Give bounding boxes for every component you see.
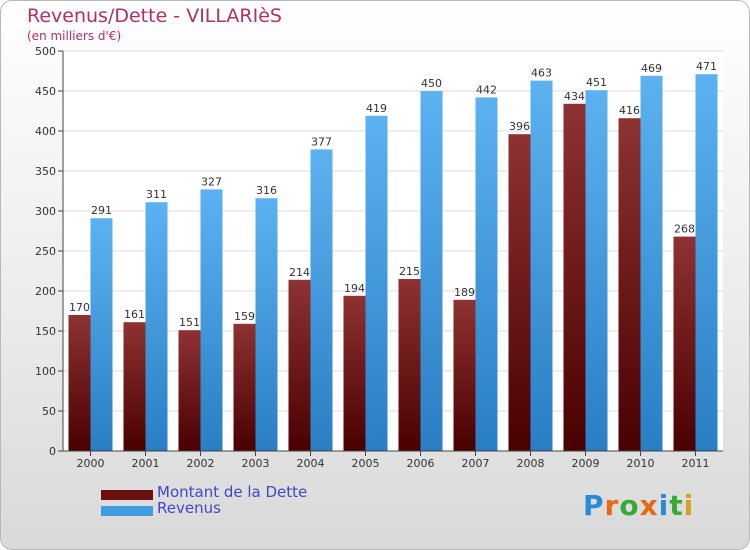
chart-title: Revenus/Dette - VILLARIèS (27, 5, 282, 27)
revenue-bar (640, 75, 663, 452)
logo-letter: i (658, 489, 670, 522)
data-label: 215 (399, 265, 420, 278)
x-tick-label: 2000 (77, 457, 105, 470)
x-tick-label: 2005 (352, 457, 380, 470)
revenue-bar (145, 202, 168, 451)
data-label: 170 (69, 301, 90, 314)
data-label: 159 (234, 310, 255, 323)
y-tick-label: 350 (35, 165, 56, 178)
data-label: 291 (91, 204, 112, 217)
data-label: 434 (564, 90, 585, 103)
logo-letter: t (669, 489, 684, 522)
data-label: 214 (289, 266, 310, 279)
y-tick-label: 400 (35, 125, 56, 138)
debt-bar (343, 295, 366, 451)
debt-bar (673, 236, 696, 451)
x-tick-label: 2004 (297, 457, 325, 470)
y-tick-label: 500 (35, 45, 56, 58)
data-labels: 170 291 161 311 151 327 159 316 214 377 194 419 215 4… (69, 60, 717, 329)
data-label: 450 (421, 77, 442, 90)
data-label: 463 (531, 67, 552, 80)
debt-bar (68, 315, 91, 451)
x-tick-label: 2001 (132, 457, 160, 470)
data-label: 451 (586, 76, 607, 89)
revenue-bar (90, 218, 113, 451)
debt-bar (178, 330, 201, 451)
revenue-bar (475, 97, 498, 452)
data-label: 396 (509, 120, 530, 133)
logo-letter: r (604, 489, 620, 522)
y-tick-label: 150 (35, 325, 56, 338)
debt-bar (508, 134, 531, 451)
proxiti-logo: Proxiti (583, 489, 694, 522)
debt-bar (563, 103, 586, 452)
logo-letter: P (583, 489, 605, 522)
chart-subtitle: (en milliers d'€) (27, 29, 122, 43)
x-tick-label: 2009 (572, 457, 600, 470)
data-label: 442 (476, 83, 497, 96)
x-tick-label: 2003 (242, 457, 270, 470)
logo-letter: x (639, 489, 659, 522)
debt-bar (398, 279, 421, 451)
y-tick-label: 50 (42, 405, 56, 418)
debt-bar (618, 118, 641, 451)
data-label: 377 (311, 135, 332, 148)
revenue-bar (200, 189, 223, 451)
data-label: 416 (619, 104, 640, 117)
legend-swatch-debt (101, 490, 153, 500)
data-label: 189 (454, 286, 475, 299)
x-tick-label: 2006 (407, 457, 435, 470)
revenue-bar (695, 74, 718, 451)
y-tick-label: 450 (35, 85, 56, 98)
grid (63, 50, 723, 412)
debt-bar (123, 322, 146, 451)
revenue-bar (365, 115, 388, 452)
y-tick-label: 300 (35, 205, 56, 218)
bars (68, 74, 718, 452)
data-label: 151 (179, 316, 200, 329)
data-label: 316 (256, 184, 277, 197)
revenue-bar (585, 90, 608, 451)
data-label: 469 (641, 62, 662, 75)
y-tick-label: 100 (35, 365, 56, 378)
x-tick-label: 2008 (517, 457, 545, 470)
data-label: 419 (366, 102, 387, 115)
y-tick-label: 200 (35, 285, 56, 298)
legend-swatch-revenue (101, 506, 153, 516)
x-tick-label: 2007 (462, 457, 490, 470)
data-label: 194 (344, 282, 365, 295)
debt-bar (233, 323, 256, 451)
x-tick-label: 2002 (187, 457, 215, 470)
data-label: 268 (674, 223, 695, 236)
revenue-bar (255, 198, 278, 451)
debt-bar (453, 299, 476, 451)
x-tick-label: 2010 (627, 457, 655, 470)
legend-label-debt: Montant de la Dette (157, 483, 308, 501)
data-label: 311 (146, 188, 167, 201)
axes: 0 50 100 150 200 250 300 350 400 450 500 2000 2001 20… (35, 45, 723, 470)
y-tick-label: 0 (49, 445, 56, 458)
revenue-bar (420, 91, 443, 451)
revenue-bar (530, 80, 553, 451)
data-label: 471 (696, 60, 717, 73)
x-tick-label: 2011 (682, 457, 710, 470)
logo-letter: o (619, 489, 640, 522)
revenue-bar (310, 149, 333, 451)
debt-bar (288, 279, 311, 451)
data-label: 327 (201, 175, 222, 188)
y-tick-label: 250 (35, 245, 56, 258)
data-label: 161 (124, 308, 145, 321)
logo-letter: i (683, 489, 695, 522)
legend-label-revenue: Revenus (157, 499, 221, 517)
